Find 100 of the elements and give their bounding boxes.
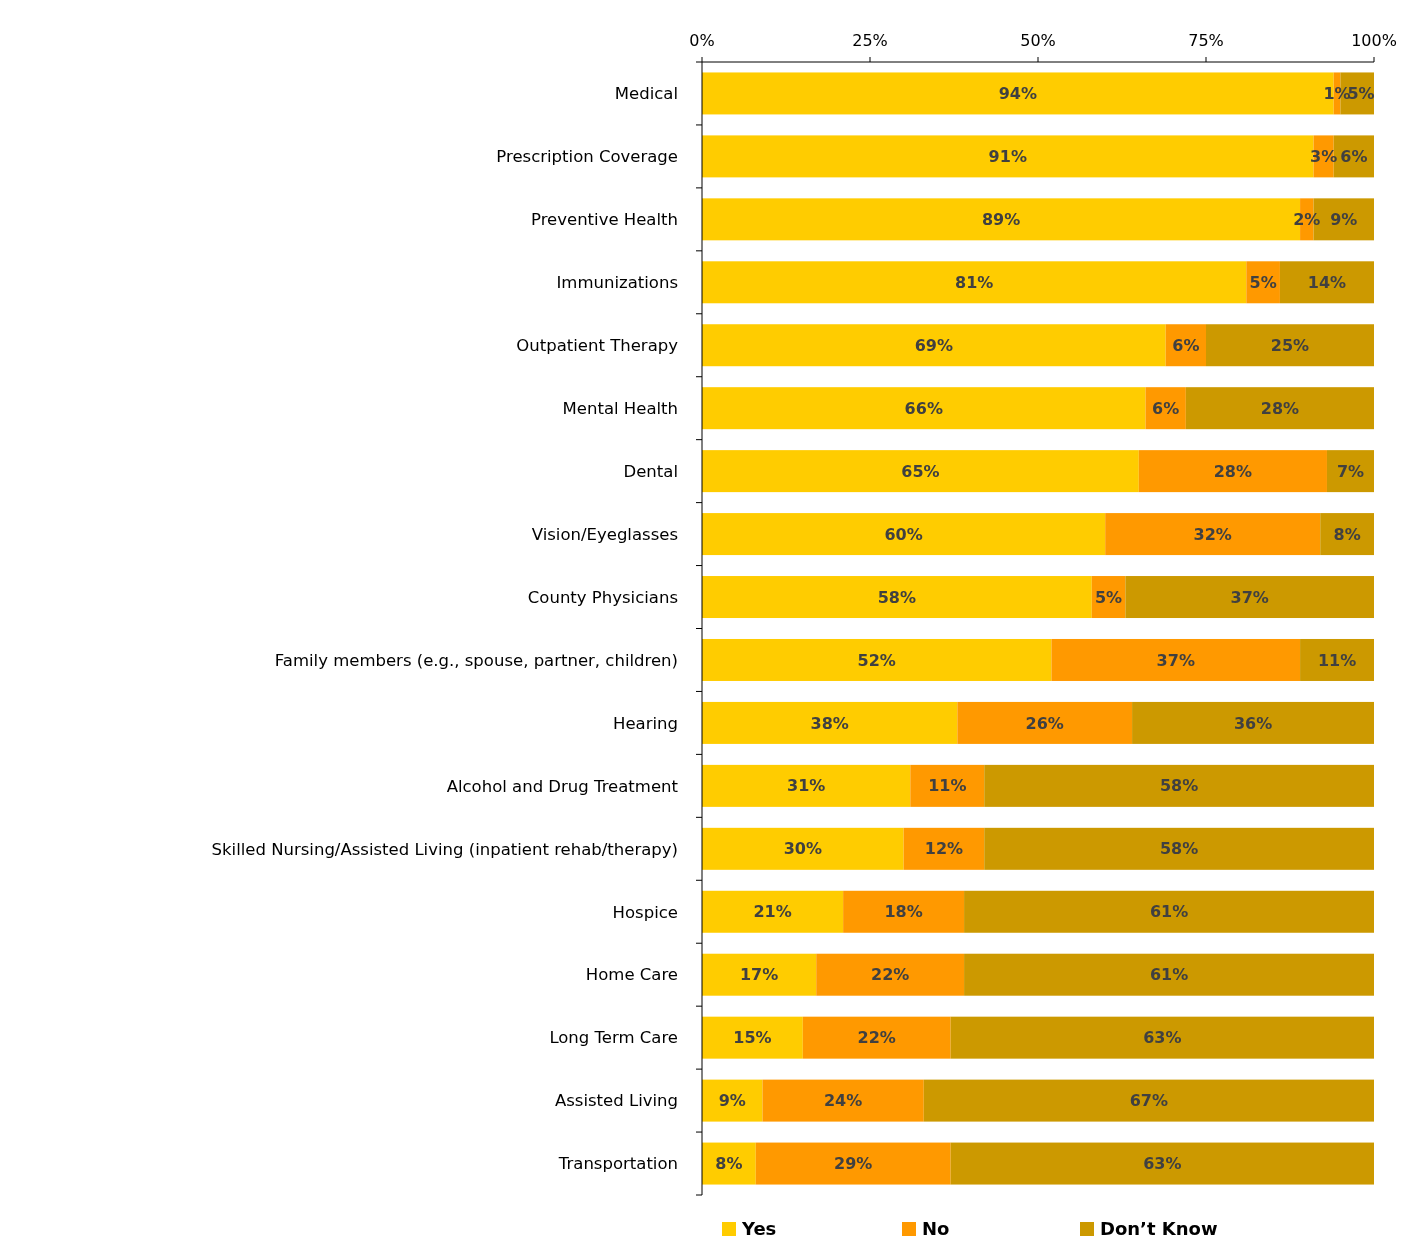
bar	[964, 953, 1374, 996]
data-label: 67%	[1129, 1091, 1169, 1111]
bar	[702, 638, 1052, 681]
data-label: 8%	[715, 1154, 743, 1174]
x-tick-label: 25%	[852, 31, 888, 50]
y-tick-label: Medical	[614, 84, 678, 104]
bar	[923, 1079, 1374, 1122]
bar	[762, 1079, 924, 1122]
bar	[984, 827, 1374, 870]
bar	[802, 1016, 951, 1059]
bar	[702, 953, 817, 996]
y-tick-label: Hospice	[612, 902, 678, 922]
data-label: 37%	[1156, 650, 1195, 670]
data-label: 31%	[787, 776, 826, 796]
data-label: 89%	[981, 209, 1021, 229]
y-tick-label: Alcohol and Drug Treatment	[446, 776, 679, 796]
data-label: 12%	[924, 839, 964, 859]
data-label: 3%	[1310, 146, 1338, 166]
x-tick-label: 75%	[1188, 31, 1224, 50]
bar	[1132, 701, 1374, 744]
data-label: 60%	[884, 524, 923, 544]
bar	[1051, 638, 1301, 681]
data-label: 28%	[1213, 461, 1253, 481]
bar	[1185, 387, 1374, 430]
y-tick-label: Long Term Care	[549, 1028, 678, 1048]
data-label: 81%	[955, 272, 994, 292]
data-label: 38%	[810, 713, 849, 733]
y-tick-label: Immunizations	[556, 273, 678, 293]
data-label: 11%	[1317, 650, 1357, 670]
bar	[755, 1142, 951, 1185]
data-label: 17%	[739, 965, 779, 985]
bar	[910, 764, 985, 807]
data-label: 25%	[1270, 335, 1310, 355]
bar	[816, 953, 965, 996]
bar	[702, 701, 958, 744]
y-tick-label: Preventive Health	[530, 210, 678, 230]
data-label: 63%	[1143, 1028, 1182, 1048]
bar	[950, 1142, 1374, 1185]
data-label: 52%	[857, 650, 896, 670]
y-tick-label: Hearing	[613, 713, 678, 733]
data-label: 7%	[1336, 461, 1365, 481]
data-label: 26%	[1025, 713, 1064, 733]
data-label: 28%	[1260, 398, 1300, 418]
data-label: 91%	[988, 146, 1027, 166]
data-label: 2%	[1293, 209, 1321, 229]
legend-label: No	[922, 1218, 950, 1240]
bar	[903, 827, 985, 870]
y-tick-label: Assisted Living	[554, 1091, 678, 1111]
bar	[702, 764, 911, 807]
bar	[1206, 324, 1374, 367]
data-label: 9%	[1330, 209, 1358, 229]
bar	[1300, 638, 1374, 681]
data-label: 8%	[1333, 524, 1361, 544]
data-label: 6%	[1172, 335, 1200, 355]
bar	[1279, 261, 1374, 304]
data-label: 37%	[1230, 587, 1269, 607]
bar	[702, 450, 1139, 493]
bar	[1105, 513, 1321, 556]
bar	[702, 827, 904, 870]
bar	[1326, 450, 1374, 493]
bar	[702, 324, 1166, 367]
bar	[1125, 576, 1374, 619]
bar	[957, 701, 1133, 744]
y-tick-label: Prescription Coverage	[496, 147, 678, 167]
y-tick-label: County Physicians	[527, 587, 678, 607]
data-label: 14%	[1307, 272, 1347, 292]
data-label: 6%	[1152, 398, 1180, 418]
bar	[1138, 450, 1327, 493]
data-label: 11%	[928, 776, 967, 796]
bar	[702, 1016, 803, 1059]
data-label: 6%	[1340, 146, 1368, 166]
bar	[702, 513, 1106, 556]
bar	[843, 890, 965, 933]
data-label: 15%	[733, 1028, 772, 1048]
data-label: 5%	[1094, 587, 1123, 607]
legend-label: Don’t Know	[1100, 1218, 1218, 1240]
bar	[702, 387, 1146, 430]
y-tick-label: Family members (e.g., spouse, partner, children)	[274, 650, 678, 670]
data-label: 63%	[1143, 1154, 1182, 1174]
y-tick-label: Transportation	[557, 1154, 678, 1174]
data-label: 22%	[871, 965, 910, 985]
data-label: 30%	[783, 839, 822, 859]
x-tick-label: 100%	[1351, 31, 1397, 50]
bar	[702, 890, 844, 933]
data-label: 32%	[1193, 524, 1232, 544]
bar	[964, 890, 1374, 933]
data-label: 1%	[1323, 84, 1351, 104]
data-label: 61%	[1149, 965, 1189, 985]
y-tick-label: Vision/Eyeglasses	[531, 524, 678, 544]
data-label: 5%	[1249, 272, 1277, 292]
data-label: 29%	[834, 1154, 873, 1174]
y-tick-label: Dental	[623, 461, 678, 481]
data-label: 36%	[1233, 713, 1273, 733]
bar	[702, 261, 1247, 304]
y-tick-label: Outpatient Therapy	[516, 336, 679, 356]
x-tick-label: 0%	[689, 31, 715, 50]
y-tick-label: Mental Health	[562, 398, 678, 418]
data-label: 58%	[877, 587, 917, 607]
data-label: 21%	[753, 902, 792, 922]
bar	[950, 1016, 1374, 1059]
